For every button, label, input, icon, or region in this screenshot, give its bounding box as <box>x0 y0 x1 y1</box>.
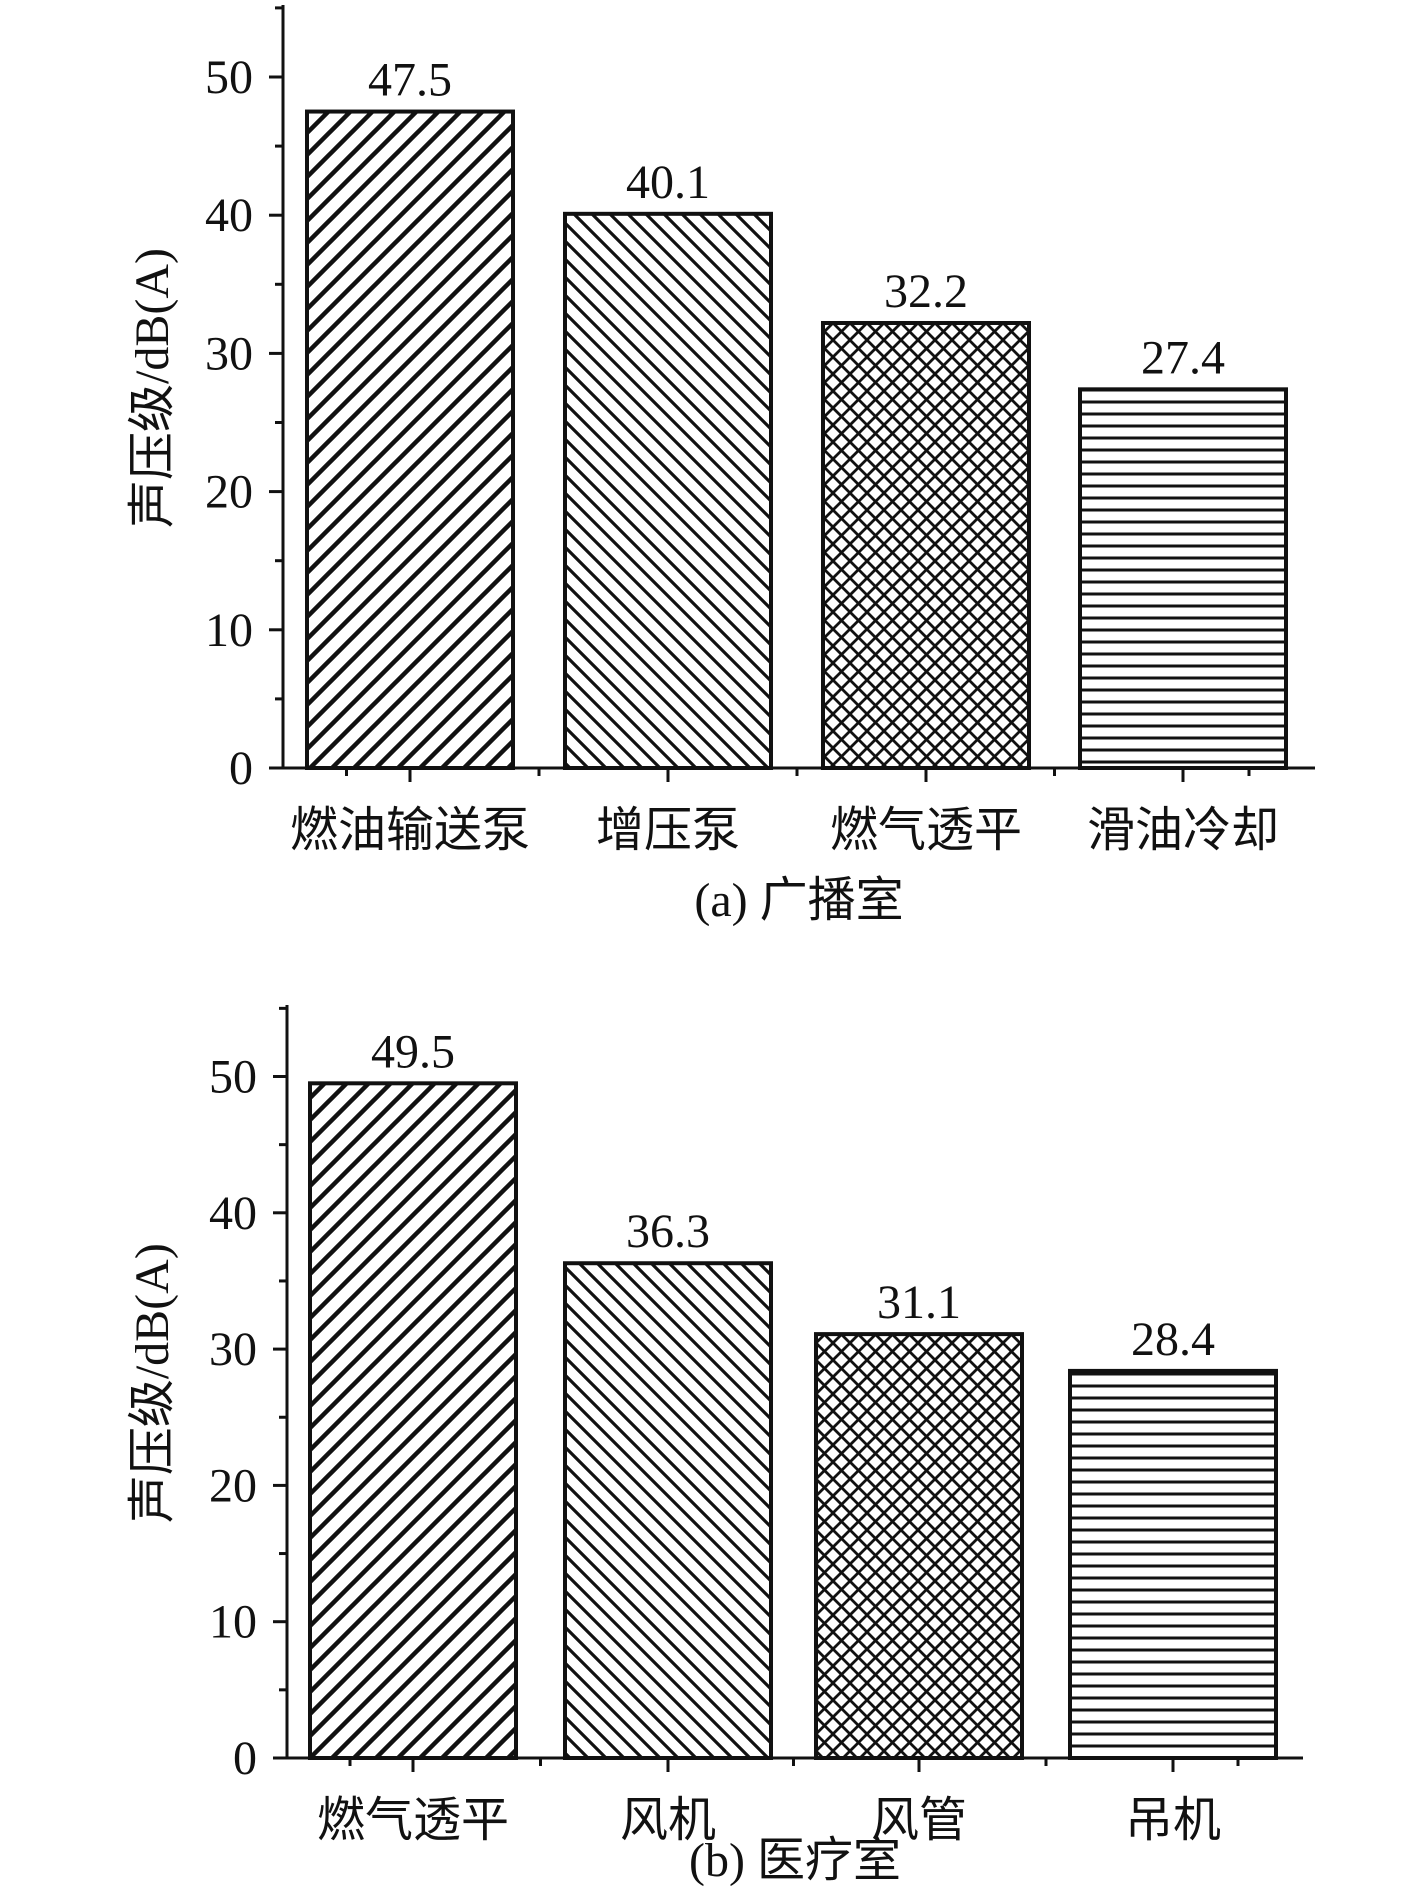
value-label-4: 28.4 <box>1131 1313 1215 1366</box>
value-label-3: 32.2 <box>884 265 968 318</box>
y-axis-title: 声压级/dB(A) <box>126 248 179 528</box>
bar-4 <box>1068 1368 1278 1760</box>
x-category-label-4: 吊机 <box>1125 1794 1221 1847</box>
x-category-label-3: 风管 <box>871 1794 967 1847</box>
value-label-3: 31.1 <box>877 1276 961 1329</box>
x-category-label-3: 燃气透平 <box>830 804 1022 857</box>
value-label-2: 40.1 <box>626 156 710 209</box>
bar-2 <box>563 1261 773 1760</box>
y-tick-label: 30 <box>209 1323 257 1376</box>
x-category-label-4: 滑油冷却 <box>1087 804 1279 857</box>
chart-panel-a: 47.5 40.1 32.2 27.4 0 10 20 30 40 50 燃油输送泵 增压泵 燃气透平 滑… <box>126 5 1315 927</box>
y-tick-label: 50 <box>209 1051 257 1104</box>
x-category-label-2: 增压泵 <box>596 804 740 857</box>
x-category-label-2: 风机 <box>620 1794 716 1847</box>
bar-3 <box>821 320 1031 770</box>
y-tick-label: 40 <box>205 189 253 242</box>
x-category-label-1: 燃油输送泵 <box>290 804 530 857</box>
value-label-2: 36.3 <box>626 1205 710 1258</box>
bar-1 <box>305 109 515 771</box>
value-label-1: 47.5 <box>368 54 452 107</box>
y-tick-label: 30 <box>205 327 253 380</box>
value-label-1: 49.5 <box>371 1025 455 1078</box>
y-tick-label: 0 <box>229 742 253 795</box>
bar-3 <box>814 1332 1024 1761</box>
x-category-label-1: 燃气透平 <box>317 1794 509 1847</box>
y-tick-label: 40 <box>209 1187 257 1240</box>
y-tick-label: 20 <box>205 466 253 519</box>
value-label-4: 27.4 <box>1141 331 1225 384</box>
y-axis-title: 声压级/dB(A) <box>126 1243 179 1523</box>
y-tick-label: 50 <box>205 51 253 104</box>
panel-caption: (b) 医疗室 <box>689 1834 901 1887</box>
y-tick-label: 0 <box>233 1732 257 1785</box>
panel-caption: (a) 广播室 <box>694 874 903 927</box>
y-tick-label: 10 <box>205 604 253 657</box>
y-tick-label: 10 <box>209 1596 257 1649</box>
bar-4 <box>1078 387 1288 770</box>
y-tick-label: 20 <box>209 1459 257 1512</box>
bar-1 <box>308 1081 518 1760</box>
chart-panel-b: 49.5 36.3 31.1 28.4 0 10 20 30 40 50 燃气透平 风机 风管 吊机 声压级… <box>126 1005 1303 1887</box>
bar-2 <box>563 211 773 770</box>
